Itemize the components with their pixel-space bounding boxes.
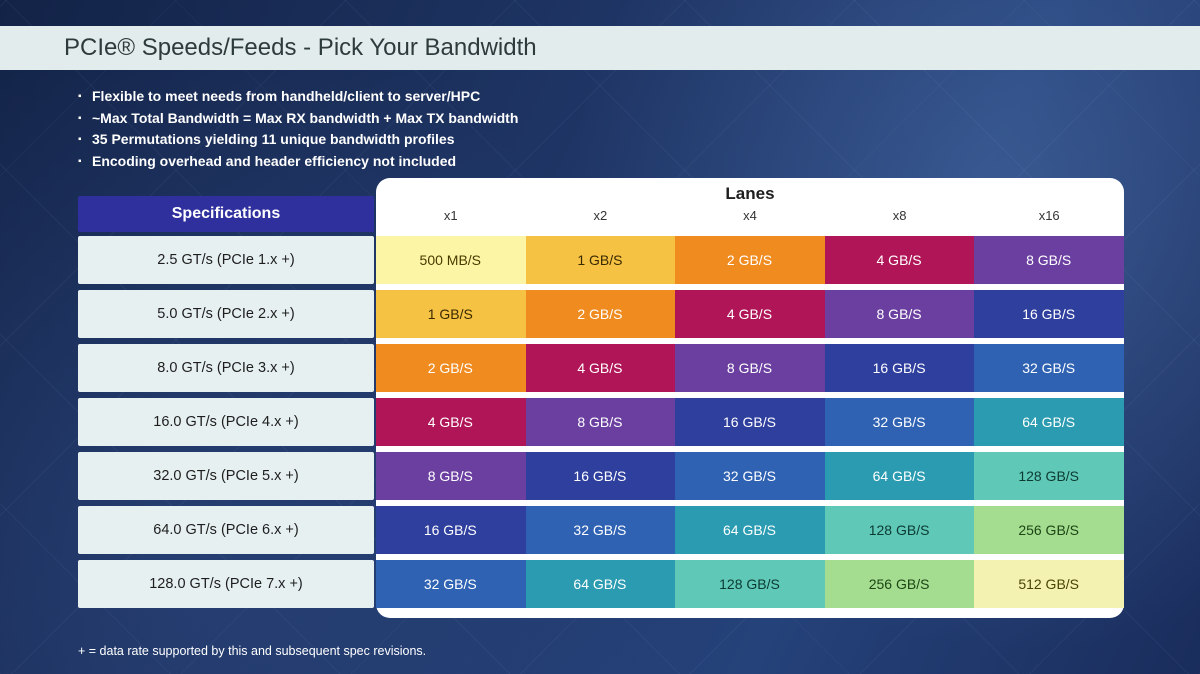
spec-column-header: Specifications [78,196,374,232]
lane-header: x4 [675,208,825,223]
bullet-item: Flexible to meet needs from handheld/cli… [78,86,518,108]
table-row: 128.0 GT/s (PCIe 7.x +)32 GB/S64 GB/S128… [78,560,1124,608]
bandwidth-cell: 16 GB/S [526,452,676,500]
footnote: + = data rate supported by this and subs… [78,644,426,658]
bandwidth-cell: 2 GB/S [526,290,676,338]
bandwidth-cell: 4 GB/S [675,290,825,338]
bandwidth-cell: 8 GB/S [974,236,1124,284]
bandwidth-cell: 16 GB/S [974,290,1124,338]
bandwidth-cell: 256 GB/S [825,560,975,608]
bullet-item: 35 Permutations yielding 11 unique bandw… [78,129,518,151]
bandwidth-cell: 8 GB/S [526,398,676,446]
bullet-item: Encoding overhead and header efficiency … [78,151,518,173]
spec-label: 16.0 GT/s (PCIe 4.x +) [78,398,374,446]
table-rows: 2.5 GT/s (PCIe 1.x +)500 MB/S1 GB/S2 GB/… [78,236,1124,614]
spec-label: 64.0 GT/s (PCIe 6.x +) [78,506,374,554]
bandwidth-cell: 8 GB/S [376,452,526,500]
table-row: 2.5 GT/s (PCIe 1.x +)500 MB/S1 GB/S2 GB/… [78,236,1124,284]
bandwidth-cell: 256 GB/S [974,506,1124,554]
bandwidth-cell: 4 GB/S [376,398,526,446]
bandwidth-cell: 1 GB/S [526,236,676,284]
bandwidth-cell: 16 GB/S [675,398,825,446]
table-row: 32.0 GT/s (PCIe 5.x +)8 GB/S16 GB/S32 GB… [78,452,1124,500]
spec-label: 2.5 GT/s (PCIe 1.x +) [78,236,374,284]
bandwidth-cell: 32 GB/S [526,506,676,554]
table-row: 16.0 GT/s (PCIe 4.x +)4 GB/S8 GB/S16 GB/… [78,398,1124,446]
bandwidth-cell: 64 GB/S [675,506,825,554]
bandwidth-cell: 500 MB/S [376,236,526,284]
lanes-header: Lanes [376,184,1124,204]
bandwidth-cell: 128 GB/S [974,452,1124,500]
bandwidth-cell: 4 GB/S [526,344,676,392]
spec-label: 5.0 GT/s (PCIe 2.x +) [78,290,374,338]
bullet-item: ~Max Total Bandwidth = Max RX bandwidth … [78,108,518,130]
bandwidth-cell: 8 GB/S [675,344,825,392]
page-title: PCIe® Speeds/Feeds - Pick Your Bandwidth [64,34,537,62]
bandwidth-cell: 128 GB/S [825,506,975,554]
bandwidth-cell: 64 GB/S [974,398,1124,446]
table-row: 8.0 GT/s (PCIe 3.x +)2 GB/S4 GB/S8 GB/S1… [78,344,1124,392]
bandwidth-cell: 128 GB/S [675,560,825,608]
spec-label: 128.0 GT/s (PCIe 7.x +) [78,560,374,608]
bandwidth-cell: 512 GB/S [974,560,1124,608]
lane-header: x8 [825,208,975,223]
bandwidth-cell: 2 GB/S [376,344,526,392]
bandwidth-cell: 1 GB/S [376,290,526,338]
bandwidth-cell: 32 GB/S [974,344,1124,392]
bandwidth-cell: 4 GB/S [825,236,975,284]
bandwidth-cell: 64 GB/S [526,560,676,608]
title-bar: PCIe® Speeds/Feeds - Pick Your Bandwidth [0,26,1200,70]
table-row: 5.0 GT/s (PCIe 2.x +)1 GB/S2 GB/S4 GB/S8… [78,290,1124,338]
table-row: 64.0 GT/s (PCIe 6.x +)16 GB/S32 GB/S64 G… [78,506,1124,554]
bandwidth-cell: 32 GB/S [675,452,825,500]
spec-label: 8.0 GT/s (PCIe 3.x +) [78,344,374,392]
bandwidth-cell: 32 GB/S [825,398,975,446]
lane-header: x16 [974,208,1124,223]
spec-label: 32.0 GT/s (PCIe 5.x +) [78,452,374,500]
lane-column-headers: x1 x2 x4 x8 x16 [376,208,1124,223]
lane-header: x2 [526,208,676,223]
bullet-list: Flexible to meet needs from handheld/cli… [78,86,518,173]
bandwidth-cell: 64 GB/S [825,452,975,500]
bandwidth-cell: 8 GB/S [825,290,975,338]
lane-header: x1 [376,208,526,223]
bandwidth-cell: 32 GB/S [376,560,526,608]
bandwidth-cell: 16 GB/S [825,344,975,392]
bandwidth-cell: 2 GB/S [675,236,825,284]
bandwidth-cell: 16 GB/S [376,506,526,554]
